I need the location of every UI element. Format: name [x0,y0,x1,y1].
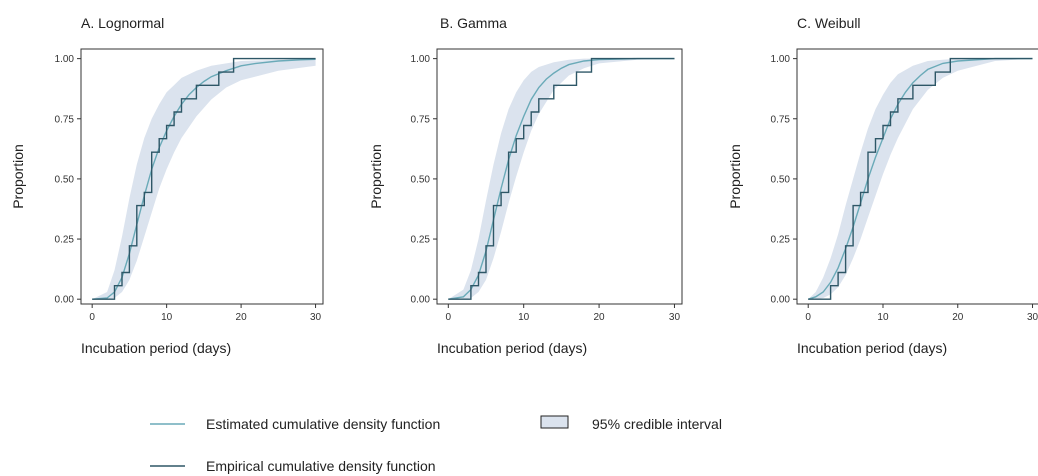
empirical-cdf-step [92,57,316,300]
y-axis-label: Proportion [727,144,743,209]
y-tick-label: 0.00 [411,295,431,306]
x-tick-label: 0 [446,312,452,323]
panel-1: 0.00 0.25 0.50 0.75 1.00 0 10 20 30 A. Lognormal I… [10,15,324,356]
panel-2: 0.00 0.25 0.50 0.75 1.00 0 10 20 30 B. Gamma Incub… [368,15,683,356]
legend-label-empirical: Empirical cumulative density function [206,458,436,474]
x-tick-label: 30 [669,312,681,323]
credible-interval-band [808,58,1033,300]
x-tick-label: 10 [161,312,173,323]
x-axis-label: Incubation period (days) [797,340,947,356]
estimated-cdf-line [92,58,316,300]
x-tick-label: 0 [805,312,811,323]
plot-frame [796,48,1038,305]
x-tick-label: 10 [518,312,530,323]
y-tick-label: 0.00 [771,295,791,306]
y-tick-label: 0.50 [411,174,431,185]
panel-title: C. Weibull [797,15,861,31]
x-tick-label: 30 [1027,312,1038,323]
y-tick-label: 0.00 [55,295,75,306]
y-axis-label: Proportion [10,144,26,209]
panel-3: 0.00 0.25 0.50 0.75 1.00 0 10 20 30 C. Weibull Inc… [727,15,1038,356]
y-tick-label: 0.50 [55,174,75,185]
x-tick-label: 30 [310,312,322,323]
credible-interval-band [92,58,316,300]
y-tick-label: 0.25 [771,235,791,246]
legend-label-interval: 95% credible interval [592,416,722,432]
plot-frame [80,48,324,305]
x-axis-label: Incubation period (days) [81,340,231,356]
y-tick-label: 0.75 [771,114,791,125]
empirical-cdf-step [808,57,1033,300]
plot-frame [436,48,683,305]
credible-interval-band [448,58,675,300]
legend-swatch-interval [540,415,569,429]
legend-label-estimated: Estimated cumulative density function [206,416,440,432]
y-tick-label: 0.75 [55,114,75,125]
y-tick-label: 1.00 [411,54,431,65]
y-tick-label: 0.25 [411,235,431,246]
estimated-cdf-line [448,57,675,300]
x-tick-label: 20 [952,312,964,323]
y-tick-label: 0.50 [771,174,791,185]
y-tick-label: 1.00 [55,54,75,65]
empirical-cdf-step [448,57,675,300]
panel-title: B. Gamma [440,15,507,31]
x-axis-label: Incubation period (days) [437,340,587,356]
x-tick-label: 20 [594,312,606,323]
panel-title: A. Lognormal [81,15,164,31]
legend: Estimated cumulative density function 95%… [150,415,722,474]
y-axis-label: Proportion [368,144,384,209]
x-tick-label: 20 [236,312,248,323]
x-tick-label: 0 [89,312,95,323]
x-tick-label: 10 [877,312,889,323]
y-tick-label: 0.75 [411,114,431,125]
y-tick-label: 1.00 [771,54,791,65]
y-tick-label: 0.25 [55,235,75,246]
